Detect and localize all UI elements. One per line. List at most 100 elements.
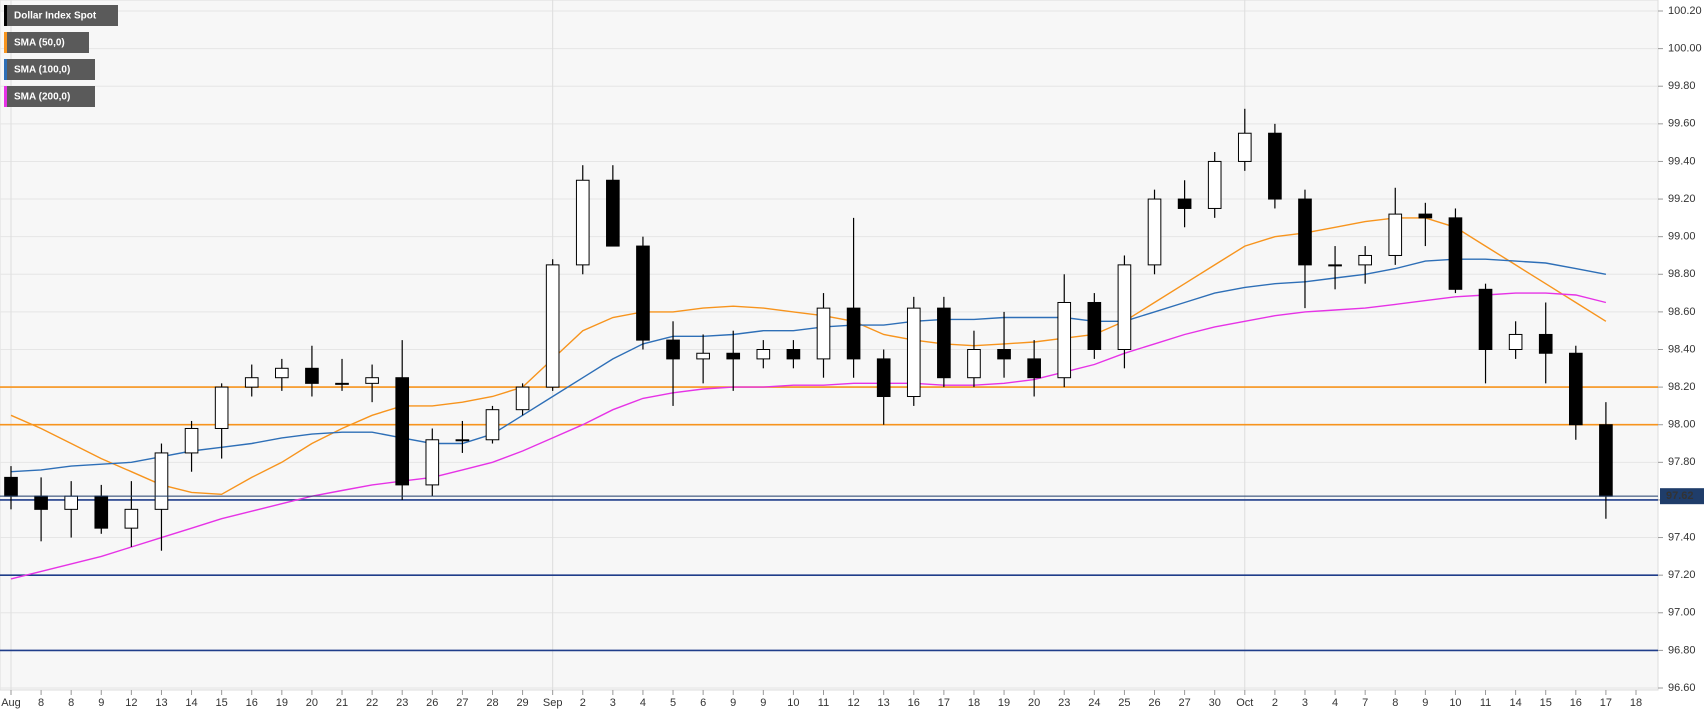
y-tick-label: 100.00	[1668, 43, 1702, 55]
x-tick-label: 8	[38, 697, 44, 709]
y-tick-label: 97.20	[1668, 569, 1696, 581]
candle-body	[184, 427, 199, 454]
candle-body	[1538, 333, 1553, 354]
x-tick-label: 18	[968, 697, 980, 709]
candle-body	[365, 377, 379, 384]
legend-box	[4, 5, 118, 26]
candle-body	[154, 452, 169, 510]
candle-body	[1237, 132, 1252, 162]
candle-body	[1478, 288, 1493, 351]
x-tick-label: 5	[670, 697, 676, 709]
x-tick-label: 4	[640, 697, 646, 709]
sma-line	[10, 292, 1607, 580]
x-tick-label: 24	[1088, 697, 1100, 709]
x-tick-label: 6	[700, 697, 706, 709]
last-price-box	[1660, 488, 1704, 505]
x-tick-label: 16	[1570, 697, 1582, 709]
y-tick-label: 99.20	[1668, 193, 1696, 205]
candle-body	[1177, 198, 1192, 209]
x-tick-label: 28	[486, 697, 498, 709]
x-tick-label: 11	[818, 697, 829, 709]
legend-swatch	[4, 5, 7, 26]
x-tick-label: 17	[1600, 697, 1612, 709]
candle-body	[1147, 198, 1162, 266]
x-tick-label: Aug	[1, 697, 21, 709]
candle-body	[1207, 160, 1222, 209]
candle-body	[1298, 198, 1312, 266]
y-tick-label: 98.80	[1668, 268, 1696, 280]
candle-body	[696, 352, 710, 360]
x-tick-label: 3	[1302, 697, 1308, 709]
candle-body	[1388, 213, 1403, 256]
candle-body	[1418, 213, 1433, 219]
y-tick-label: 99.00	[1668, 231, 1696, 243]
candle-body	[305, 367, 319, 384]
legend-text: SMA (100,0)	[14, 65, 70, 76]
legend-box	[4, 86, 95, 107]
y-tick-label: 99.80	[1668, 80, 1696, 92]
x-tick-label: 12	[847, 697, 859, 709]
candle-body	[34, 495, 48, 510]
candle-body	[1268, 132, 1282, 200]
x-tick-label: 8	[1392, 697, 1398, 709]
candle-body	[937, 307, 951, 379]
x-tick-label: 19	[276, 697, 288, 709]
x-tick-label: 7	[1362, 697, 1368, 709]
x-tick-label: 3	[610, 697, 616, 709]
last-price-label: 97.62	[1666, 490, 1694, 502]
candle-body	[1599, 424, 1613, 497]
x-tick-label: 15	[1540, 697, 1552, 709]
x-tick-label: 19	[998, 697, 1010, 709]
legend-box	[4, 59, 95, 80]
legend-text: SMA (50,0)	[14, 38, 65, 49]
x-tick-label: 9	[1422, 697, 1428, 709]
x-tick-label: 9	[730, 697, 736, 709]
y-tick-label: 100.20	[1668, 5, 1702, 17]
candle-body	[1328, 264, 1342, 267]
x-tick-label: 23	[396, 697, 408, 709]
x-tick-label: 4	[1332, 697, 1338, 709]
x-tick-label: 18	[1630, 697, 1642, 709]
y-tick-label: 98.20	[1668, 381, 1696, 393]
x-tick-label: 20	[1028, 697, 1040, 709]
legend-text: SMA (200,0)	[14, 92, 70, 103]
x-tick-label: 9	[760, 697, 766, 709]
x-tick-label: 14	[185, 697, 197, 709]
candle-body	[515, 386, 530, 411]
candle-body	[1027, 358, 1041, 379]
candle-body	[4, 476, 18, 497]
x-tick-label: 27	[1178, 697, 1190, 709]
candle-body	[335, 382, 349, 385]
candle-body	[1057, 301, 1072, 379]
candle-body	[726, 352, 741, 360]
legend-text: Dollar Index Spot	[14, 11, 97, 22]
x-tick-label: 21	[336, 697, 348, 709]
x-tick-label: 17	[938, 697, 950, 709]
y-tick-label: 96.80	[1668, 644, 1696, 656]
candle-body	[876, 358, 891, 398]
legend-swatch	[4, 59, 7, 80]
x-tick-label: 26	[1148, 697, 1160, 709]
candle-body	[64, 495, 79, 510]
candle-body	[395, 377, 410, 486]
candle-body	[606, 179, 620, 247]
x-tick-label: 20	[306, 697, 318, 709]
x-tick-label: 29	[516, 697, 528, 709]
candle-body	[455, 439, 470, 442]
x-tick-label: 16	[246, 697, 258, 709]
x-tick-label: 2	[580, 697, 586, 709]
candle-body	[816, 307, 831, 360]
y-tick-label: 99.60	[1668, 118, 1696, 130]
sma-line	[10, 258, 1607, 473]
x-tick-label: 2	[1272, 697, 1278, 709]
x-tick-label: 30	[1209, 697, 1221, 709]
x-tick-label: 10	[1449, 697, 1461, 709]
x-tick-label: Oct	[1236, 697, 1253, 709]
y-tick-label: 96.60	[1668, 682, 1696, 694]
candle-body	[124, 508, 139, 529]
x-tick-label: 13	[878, 697, 890, 709]
candle-body	[666, 339, 680, 360]
x-tick-label: 14	[1510, 697, 1522, 709]
